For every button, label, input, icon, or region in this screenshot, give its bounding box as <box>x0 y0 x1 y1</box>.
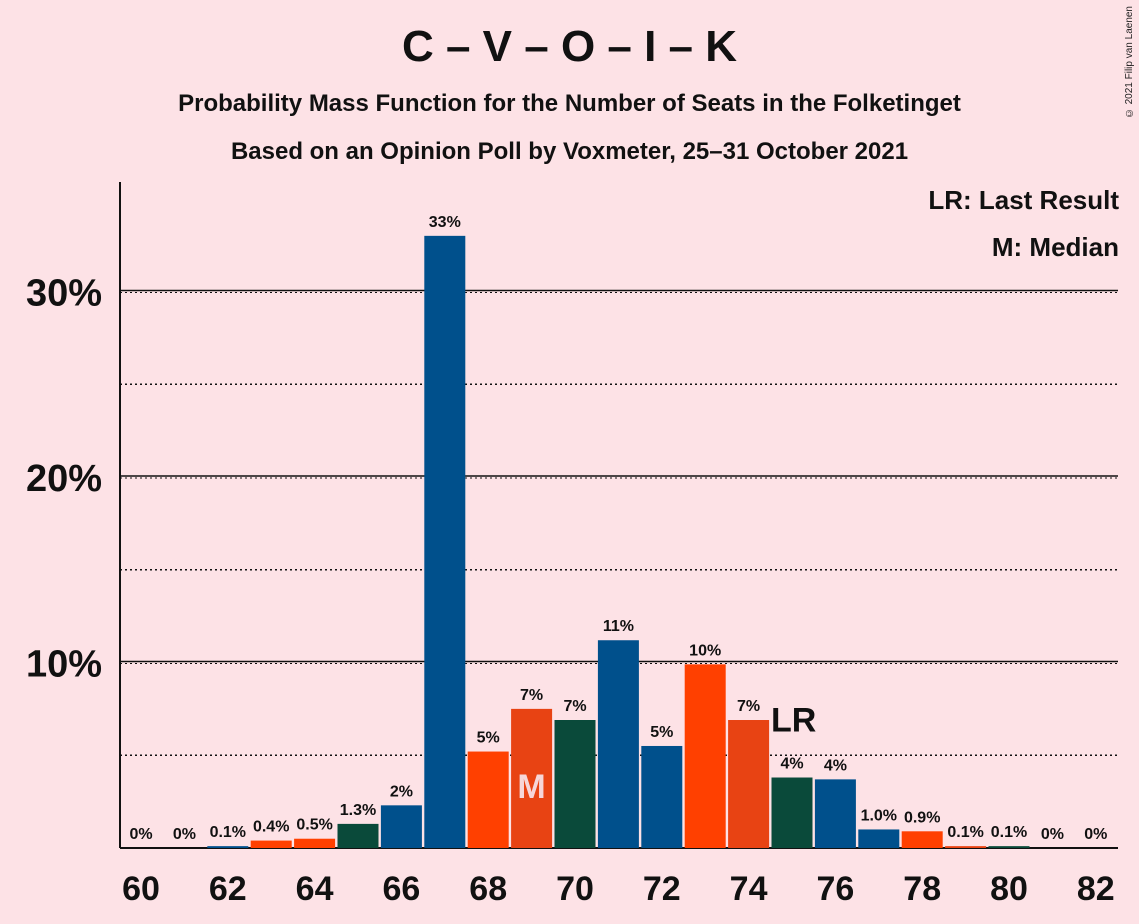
x-tick-label: 80 <box>990 870 1028 908</box>
data-label: 0% <box>1084 826 1107 843</box>
bar <box>380 805 422 848</box>
y-tick-label: 10% <box>26 644 102 686</box>
legend-median: M: Median <box>991 232 1119 262</box>
bar <box>597 640 639 848</box>
data-label: 7% <box>520 687 543 704</box>
bar <box>467 751 509 848</box>
bar <box>337 823 379 848</box>
x-tick-label: 78 <box>903 870 941 908</box>
x-tick-label: 66 <box>382 870 420 908</box>
x-tick-label: 74 <box>730 870 768 908</box>
data-label: 7% <box>737 698 760 715</box>
x-tick-label: 82 <box>1077 870 1115 908</box>
x-tick-label: 70 <box>556 870 594 908</box>
bar <box>294 838 336 848</box>
chart-subtitle: Probability Mass Function for the Number… <box>178 90 961 117</box>
data-label: 0% <box>1041 826 1064 843</box>
y-tick-label: 30% <box>26 273 102 315</box>
data-label: 33% <box>429 214 461 231</box>
bar <box>250 840 292 848</box>
chart-title: C – V – O – I – K <box>401 22 738 71</box>
data-label: 0.1% <box>947 824 983 841</box>
bar <box>814 779 856 848</box>
data-label: 5% <box>477 730 500 747</box>
data-label: 0.4% <box>253 819 289 836</box>
data-label: 0.1% <box>991 824 1027 841</box>
x-tick-label: 64 <box>296 870 334 908</box>
data-label: 11% <box>603 618 634 635</box>
x-tick-label: 76 <box>816 870 854 908</box>
median-marker: M <box>517 768 545 806</box>
bar <box>901 831 943 848</box>
data-label: 0% <box>129 826 152 843</box>
bar <box>771 777 813 848</box>
data-label: 0.1% <box>210 824 246 841</box>
data-label: 4% <box>824 757 847 774</box>
y-tick-label: 20% <box>26 458 102 500</box>
bar <box>684 664 726 848</box>
data-label: 10% <box>689 642 721 659</box>
x-tick-label: 72 <box>643 870 681 908</box>
bar <box>424 235 466 849</box>
chart-source-line: Based on an Opinion Poll by Voxmeter, 25… <box>230 138 909 165</box>
bar <box>945 846 987 848</box>
x-tick-label: 62 <box>209 870 247 908</box>
bar <box>988 846 1030 848</box>
data-label: 1.0% <box>861 807 897 824</box>
x-tick-label: 60 <box>122 870 160 908</box>
data-label: 0% <box>173 826 196 843</box>
data-label: 2% <box>390 783 413 800</box>
bar <box>858 829 900 848</box>
data-label: 7% <box>563 698 586 715</box>
bar <box>511 708 553 848</box>
data-label: 0.5% <box>296 817 332 834</box>
data-label: 5% <box>650 724 673 741</box>
data-label: 4% <box>780 756 803 773</box>
data-label: 0.9% <box>904 809 940 826</box>
bar <box>554 720 596 848</box>
bar <box>207 846 249 848</box>
last-result-marker: LR <box>771 702 816 740</box>
legend-last-result: LR: Last Result <box>928 185 1119 215</box>
bar <box>728 720 770 848</box>
x-tick-label: 68 <box>469 870 507 908</box>
data-label: 1.3% <box>340 802 376 819</box>
bar <box>641 745 683 848</box>
